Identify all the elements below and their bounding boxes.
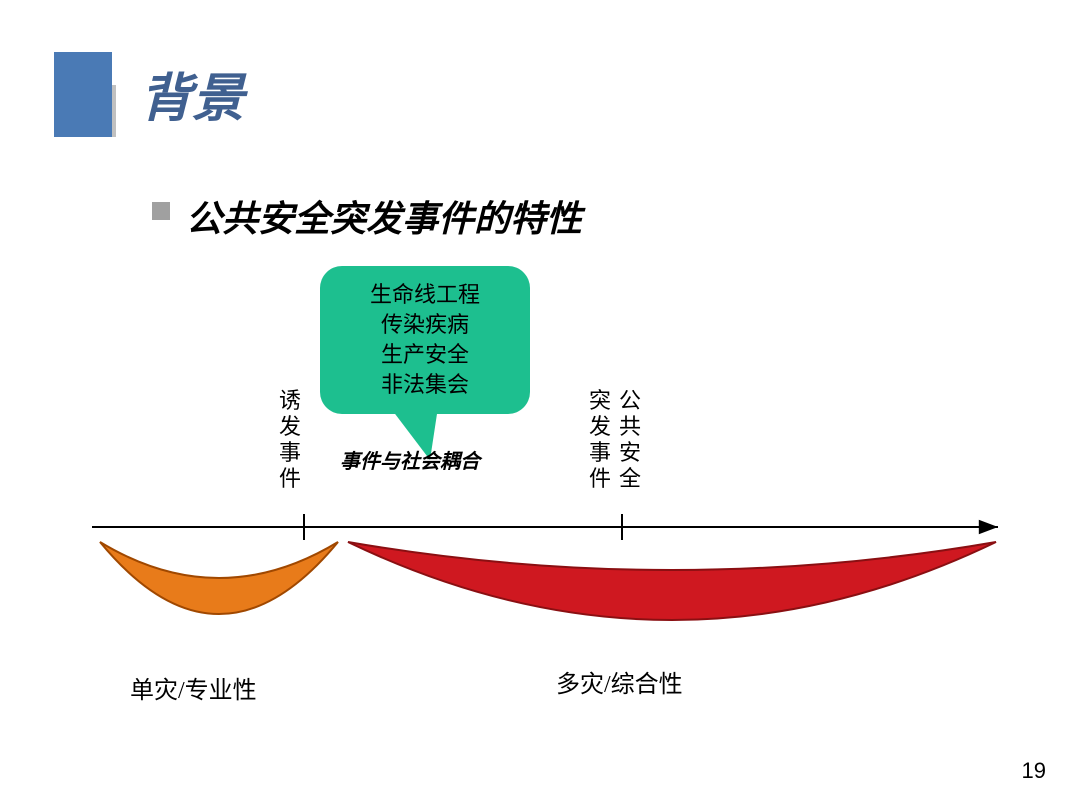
vertical-label-triggering-event: 诱发事件 [278, 388, 302, 492]
page-number: 19 [1022, 758, 1046, 784]
bottom-right-label: 多灾/综合性 [556, 664, 683, 699]
axis-group [92, 514, 998, 540]
vertical-label-emergency-event: 突发事件 [588, 388, 612, 492]
bottom-left-label: 单灾/专业性 [130, 670, 257, 705]
vertical-label-public-safety: 公共安全 [618, 388, 642, 492]
middle-caption: 事件与社会耦合 [340, 445, 480, 474]
callout-bubble: 生命线工程传染疾病生产安全非法集会 [320, 266, 530, 414]
arc-left-crescent [100, 542, 338, 614]
arc-right-crescent [348, 542, 996, 620]
